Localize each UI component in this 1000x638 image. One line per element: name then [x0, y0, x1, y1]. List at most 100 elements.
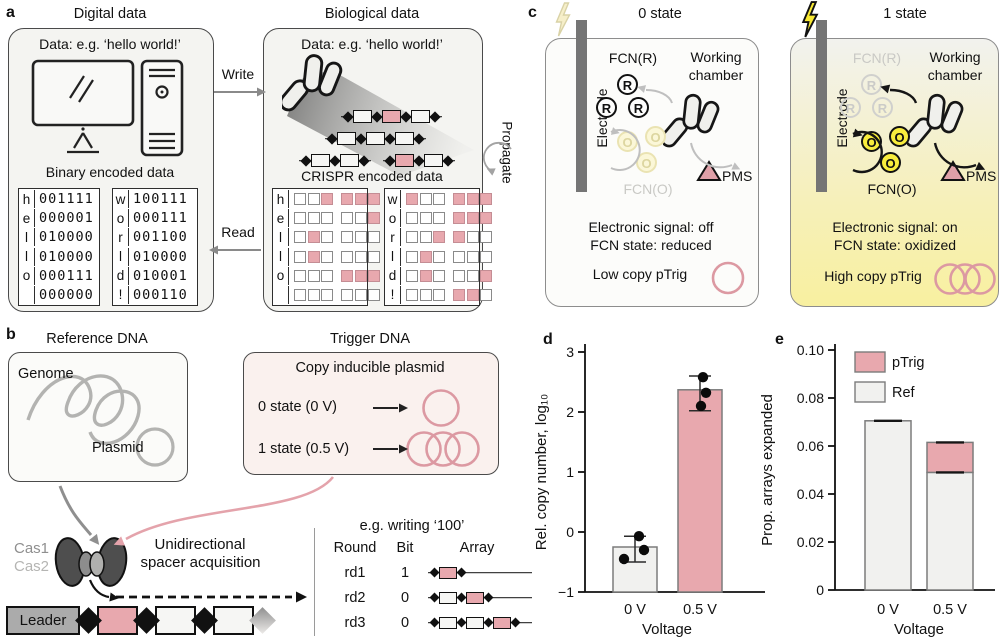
crispr-letter: o — [273, 266, 289, 285]
copy-inducible-caption: Copy inducible plasmid — [295, 360, 445, 376]
high-copy-label: High copy pTrig — [824, 268, 922, 284]
spacer-cell — [307, 231, 320, 244]
spacer-cell — [466, 269, 479, 282]
fcn-o-label: FCN(O) — [867, 181, 917, 197]
state0-label: 0 state (0 V) — [258, 399, 337, 415]
y-tick-label: 0 — [566, 524, 574, 540]
spacer-cell — [321, 193, 333, 206]
repeat-diamond — [371, 110, 383, 123]
x-category-label: 0.5 V — [683, 602, 717, 618]
binary-caption: Binary encoded data — [45, 164, 175, 180]
pms-label: PMS — [966, 168, 997, 184]
binary-bits: 001111 — [39, 191, 94, 208]
spacer-box — [439, 616, 457, 629]
round-label: rd1 — [344, 564, 366, 581]
pms-triangle-icon — [940, 160, 966, 181]
spacer-cell — [321, 212, 333, 225]
binary-letter: d — [113, 266, 129, 285]
crispr-cells — [294, 228, 380, 246]
binary-bits: 010001 — [133, 267, 188, 284]
spacer-box — [424, 154, 443, 167]
round-label: rd2 — [344, 589, 366, 606]
bacteria-icon — [663, 93, 720, 148]
spacer-cell — [480, 288, 492, 301]
crispr-letter: l — [273, 228, 289, 247]
fcn-oxidized-icon: O — [880, 152, 901, 173]
spacer-cell — [433, 250, 445, 263]
spacer-cell — [453, 250, 465, 263]
crispr-row: l — [385, 247, 492, 266]
working-chamber-line1: Working — [690, 49, 742, 65]
binary-bits: 000111 — [39, 267, 94, 284]
spacer-cell — [307, 212, 320, 225]
repeat-diamond — [384, 132, 396, 145]
electrode-label: Electrode — [594, 88, 610, 148]
spacer-array — [341, 110, 442, 123]
low-copy-label: Low copy pTrig — [592, 266, 688, 282]
stacked-bar-0 V — [864, 419, 912, 591]
y-tick-label: 1 — [566, 464, 574, 480]
repeat-diamond — [510, 617, 521, 628]
spacer-box — [439, 591, 457, 604]
state1-title: 1 state — [883, 6, 927, 22]
binary-letter: l — [19, 247, 35, 266]
x-category-label: 0 V — [877, 602, 899, 618]
repeat-diamond — [342, 110, 354, 123]
spacer-cell — [354, 193, 367, 206]
fcn-oxidized-icon: O — [861, 131, 882, 152]
fcn-reduced-faded-icon: R — [840, 97, 861, 118]
binary-bits: 001100 — [133, 229, 188, 246]
y-tick-label: 0.04 — [797, 486, 824, 502]
genome-squiggle-icon — [26, 374, 141, 446]
bacteria-icon — [907, 93, 964, 148]
spacer-cell — [354, 231, 367, 244]
spacer-cell — [453, 231, 465, 244]
repeat-diamond — [483, 617, 494, 628]
y-tick-label: 2 — [566, 404, 574, 420]
crispr-cells — [294, 286, 380, 304]
repeat-diamond — [358, 154, 370, 167]
legend-swatch-Ref — [854, 381, 886, 403]
lightning-on-icon — [801, 1, 819, 38]
spacer-cell — [433, 269, 445, 282]
data-point — [697, 372, 709, 383]
spacer-cell — [321, 231, 333, 244]
spacer-cell — [406, 212, 418, 225]
writing-row: rd3 0 — [322, 610, 532, 635]
strip-box — [213, 605, 254, 635]
binary-row: r 001100 — [113, 228, 197, 247]
binary-row: e 000001 — [19, 209, 99, 228]
spacer-cell — [341, 212, 353, 225]
spacer-cell — [466, 231, 479, 244]
spacer-cell — [294, 269, 306, 282]
spacer-cell — [419, 193, 432, 206]
panel-label-b: b — [6, 326, 16, 343]
binary-bits: 000110 — [133, 286, 188, 303]
legend-label: pTrig — [892, 355, 925, 371]
y-axis-label: Prop. arrays expanded — [760, 394, 776, 546]
spacer-cell — [321, 250, 333, 263]
computer-icon — [31, 59, 184, 157]
spacer-cell — [294, 250, 306, 263]
binary-letter: r — [113, 228, 129, 247]
binary-row: o 000111 — [113, 209, 197, 228]
repeat-diamond — [456, 617, 467, 628]
array-segment — [428, 616, 532, 629]
binary-row: h 001111 — [19, 190, 99, 209]
crispr-row: o — [385, 209, 492, 228]
crispr-letter: l — [273, 247, 289, 266]
fcn-state-oxidized-line: FCN state: oxidized — [833, 237, 957, 253]
y-tick-label: 0.06 — [797, 438, 824, 454]
binary-row: l 010000 — [19, 228, 99, 247]
writing-row: rd2 0 — [322, 585, 532, 610]
fcn-reduced-faded-icon: R — [861, 74, 882, 95]
y-tick-label: 0.10 — [797, 342, 824, 358]
plasmid-label: Plasmid — [92, 440, 144, 456]
y-axis-label: Rel. copy number, log₁₀ — [533, 394, 550, 550]
binary-letter: ! — [113, 285, 129, 304]
spacer-cell — [453, 269, 465, 282]
spacer-box — [337, 132, 356, 145]
spacer-box — [466, 616, 484, 629]
spacer-box — [366, 132, 385, 145]
